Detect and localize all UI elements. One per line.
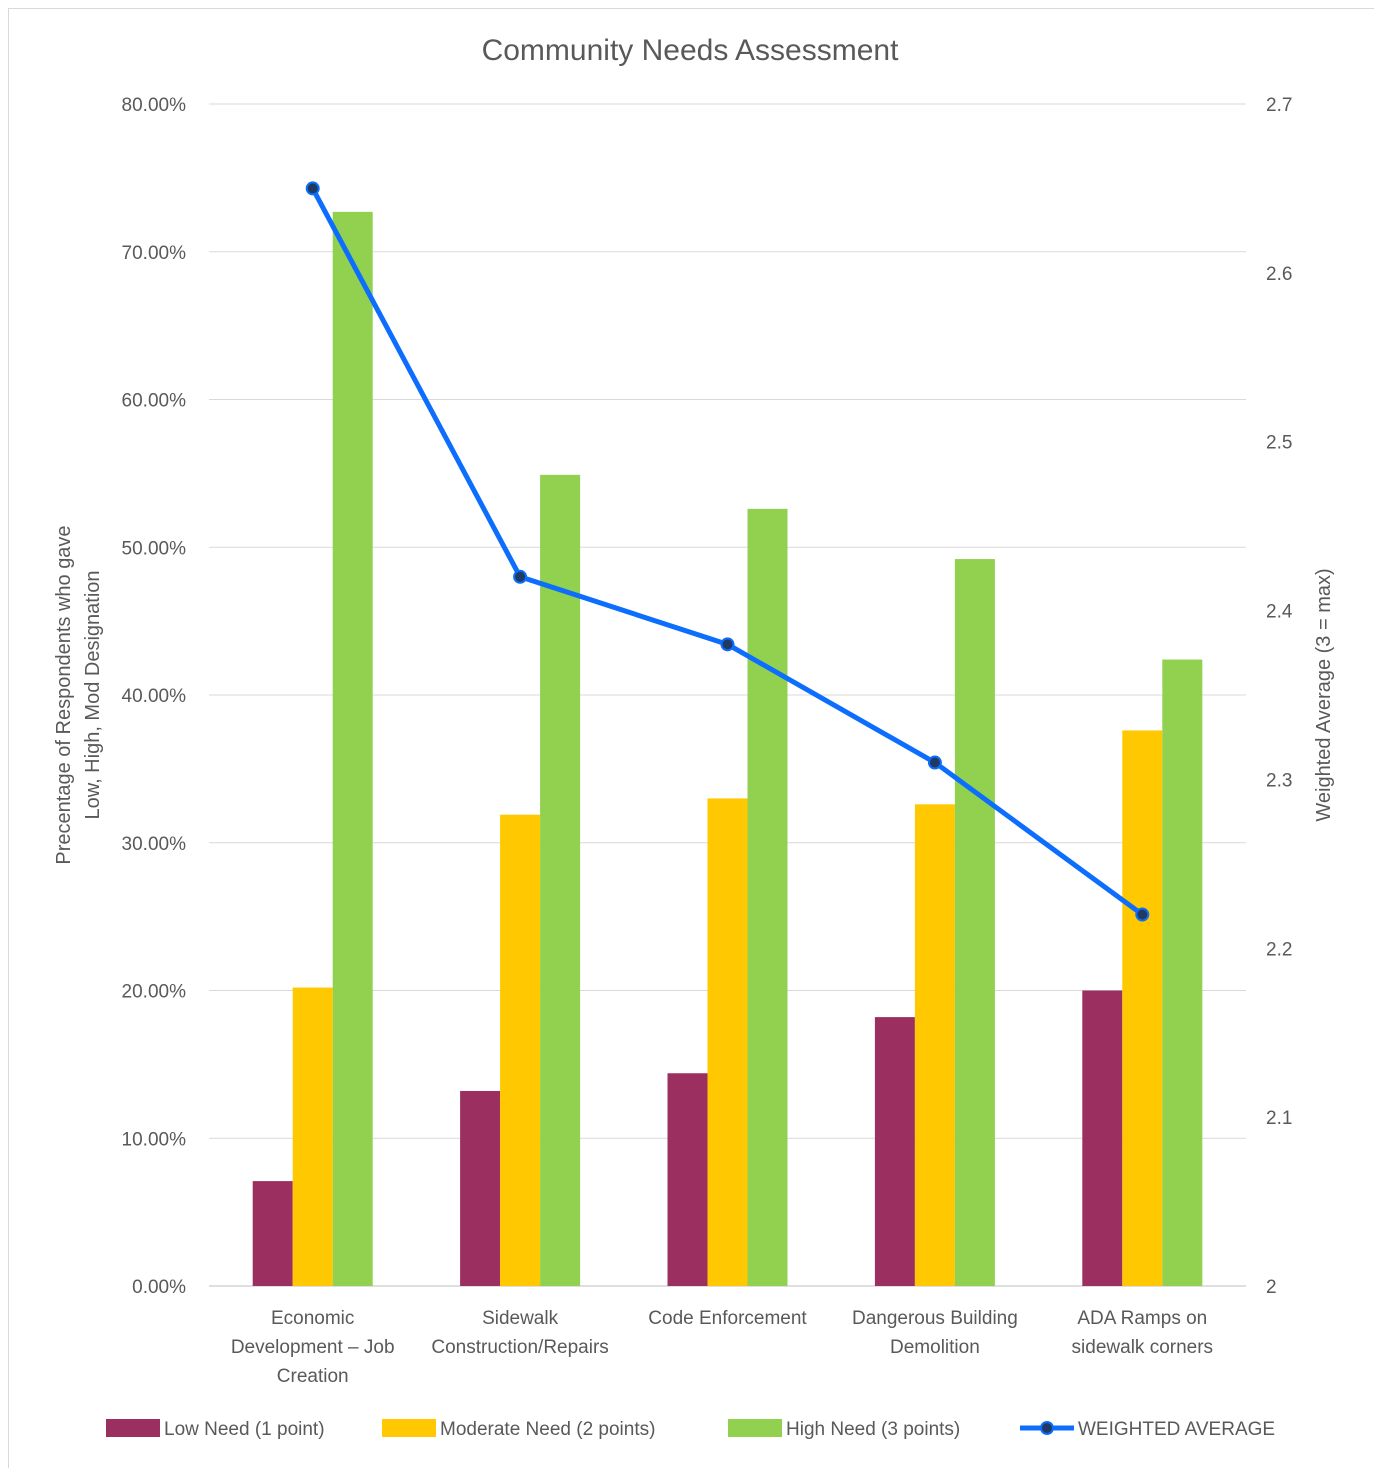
legend-label: Low Need (1 point) xyxy=(164,1419,325,1440)
legend-swatch xyxy=(106,1419,160,1437)
y2-tick-label: 2.3 xyxy=(1266,770,1292,791)
y2-tick-label: 2.1 xyxy=(1266,1108,1292,1129)
x-tick-label: sidewalk corners xyxy=(1072,1337,1214,1358)
x-tick-label: Economic xyxy=(271,1308,354,1329)
bar-low-need xyxy=(874,1017,915,1286)
x-tick-label: Development – Job xyxy=(231,1337,395,1358)
bar-low-need xyxy=(1082,990,1123,1286)
y2-tick-label: 2.7 xyxy=(1266,95,1292,116)
bar-high-need xyxy=(747,508,788,1287)
bar-moderate-need xyxy=(914,804,955,1286)
weighted-average-point xyxy=(927,755,942,770)
bar-moderate-need xyxy=(1122,730,1163,1286)
x-tick-label: Demolition xyxy=(890,1337,980,1358)
y-tick-label: 50.00% xyxy=(122,538,187,559)
y2-tick-label: 2.5 xyxy=(1266,433,1292,454)
y2-tick-label: 2.4 xyxy=(1266,602,1293,623)
x-tick-label: ADA Ramps on xyxy=(1077,1308,1207,1329)
y-tick-label: 30.00% xyxy=(122,834,187,855)
y-tick-label: 60.00% xyxy=(122,391,187,412)
legend-label: Moderate Need (2 points) xyxy=(440,1419,655,1440)
chart-title: Community Needs Assessment xyxy=(482,34,899,67)
bar-low-need xyxy=(667,1073,708,1286)
bar-moderate-need xyxy=(500,814,541,1286)
y-tick-label: 20.00% xyxy=(122,982,187,1003)
bar-high-need xyxy=(1162,659,1203,1286)
y-tick-label: 40.00% xyxy=(122,686,187,707)
chart-frame xyxy=(8,8,1374,1468)
bar-moderate-need xyxy=(292,987,333,1286)
legend-label: High Need (3 points) xyxy=(786,1419,960,1440)
y-tick-label: 80.00% xyxy=(122,95,187,116)
legend-swatch xyxy=(728,1419,782,1437)
y2-axis-title: Weighted Average (3 = max) xyxy=(1313,568,1335,821)
y-axis-title-line: Low, High, Mod Designation xyxy=(82,570,104,819)
weighted-average-point xyxy=(513,569,528,584)
y-tick-label: 0.00% xyxy=(132,1277,186,1298)
bar-high-need xyxy=(954,559,995,1286)
legend-marker xyxy=(1040,1421,1054,1435)
weighted-average-point xyxy=(1135,907,1150,922)
bar-low-need xyxy=(252,1181,293,1286)
y-tick-label: 10.00% xyxy=(122,1129,187,1150)
weighted-average-point xyxy=(720,637,735,652)
bar-low-need xyxy=(460,1090,501,1286)
x-tick-label: Construction/Repairs xyxy=(431,1337,608,1358)
bar-high-need xyxy=(540,474,581,1286)
y-axis-title: Precentage of Respondents who gave Low, H… xyxy=(53,525,104,864)
y-axis-title-line: Precentage of Respondents who gave xyxy=(53,525,75,864)
y2-tick-label: 2 xyxy=(1266,1277,1277,1298)
bar-high-need xyxy=(332,211,373,1286)
y-tick-label: 70.00% xyxy=(122,243,187,264)
x-tick-label: Sidewalk xyxy=(482,1308,559,1329)
x-tick-label: Dangerous Building xyxy=(852,1308,1018,1329)
bar-moderate-need xyxy=(707,798,748,1286)
x-tick-label: Creation xyxy=(277,1366,349,1387)
y2-tick-label: 2.6 xyxy=(1266,264,1292,285)
weighted-average-point xyxy=(305,181,320,196)
legend-swatch xyxy=(382,1419,436,1437)
y2-tick-label: 2.2 xyxy=(1266,939,1292,960)
legend-label: WEIGHTED AVERAGE xyxy=(1078,1419,1275,1440)
x-tick-label: Code Enforcement xyxy=(648,1308,807,1329)
